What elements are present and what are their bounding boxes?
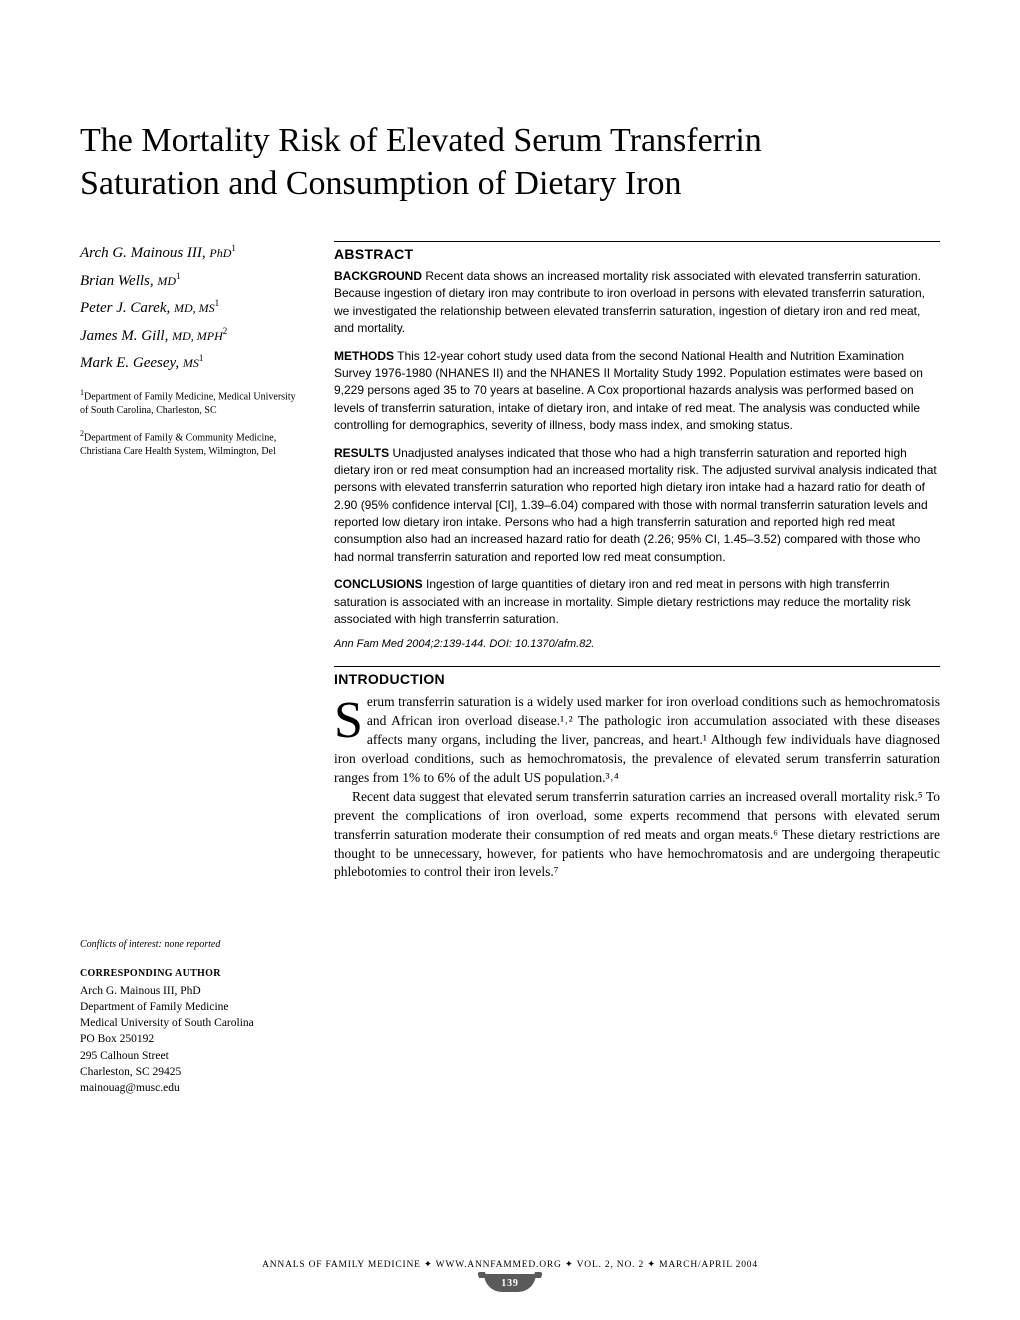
author-cred: MD, MPH [172, 329, 223, 343]
dropcap: S [334, 693, 367, 743]
abstract-para: BACKGROUND Recent data shows an increase… [334, 268, 940, 338]
citation-line: Ann Fam Med 2004;2:139-144. DOI: 10.1370… [334, 638, 940, 650]
abstract-label: BACKGROUND [334, 269, 422, 283]
affil-text: Department of Family Medicine, Medical U… [80, 391, 296, 416]
affil-text: Department of Family & Community Medicin… [80, 432, 276, 457]
author-aff: 1 [176, 271, 181, 281]
abstract-head: ABSTRACT [334, 241, 940, 262]
left-column: Arch G. Mainous III, PhD1 Brian Wells, M… [80, 241, 304, 1096]
footer-text: ANNALS OF FAMILY MEDICINE ✦ WWW.ANNFAMME… [0, 1259, 1020, 1270]
author-name: Arch G. Mainous III, [80, 245, 206, 261]
introduction-head: INTRODUCTION [334, 666, 940, 687]
abstract-text: Recent data shows an increased mortality… [334, 269, 925, 335]
author-aff: 2 [223, 326, 228, 336]
abstract-para: METHODS This 12-year cohort study used d… [334, 348, 940, 435]
abstract-para: CONCLUSIONS Ingestion of large quantitie… [334, 576, 940, 628]
right-column: ABSTRACT BACKGROUND Recent data shows an… [334, 241, 940, 1096]
author: Arch G. Mainous III, PhD1 [80, 241, 304, 267]
affiliation: 2Department of Family & Community Medici… [80, 428, 304, 459]
author-aff: 1 [199, 353, 204, 363]
corresponding-author-head: CORRESPONDING AUTHOR [80, 968, 304, 979]
two-column-layout: Arch G. Mainous III, PhD1 Brian Wells, M… [80, 241, 940, 1096]
author-name: Peter J. Carek, [80, 300, 170, 316]
author-name: Brian Wells, [80, 273, 154, 289]
intro-text: erum transferrin saturation is a widely … [334, 694, 940, 785]
page-number-badge: 139 [484, 1274, 536, 1292]
abstract-label: RESULTS [334, 446, 389, 460]
author-cred: MD, MS [174, 301, 215, 315]
article-title: The Mortality Risk of Elevated Serum Tra… [80, 120, 840, 205]
author-name: Mark E. Geesey, [80, 355, 179, 371]
intro-para-2: Recent data suggest that elevated serum … [334, 788, 940, 882]
affiliation: 1Department of Family Medicine, Medical … [80, 387, 304, 418]
author: Brian Wells, MD1 [80, 269, 304, 295]
page-footer: ANNALS OF FAMILY MEDICINE ✦ WWW.ANNFAMME… [0, 1259, 1020, 1292]
author: Peter J. Carek, MD, MS1 [80, 296, 304, 322]
abstract-text: This 12-year cohort study used data from… [334, 349, 923, 433]
abstract-text: Unadjusted analyses indicated that those… [334, 446, 937, 564]
corresponding-author-body: Arch G. Mainous III, PhDDepartment of Fa… [80, 983, 304, 1096]
author-cred: PhD [209, 246, 231, 260]
conflict-statement: Conflicts of interest: none reported [80, 939, 304, 950]
author-name: James M. Gill, [80, 328, 168, 344]
abstract-label: CONCLUSIONS [334, 577, 423, 591]
author-aff: 1 [215, 298, 220, 308]
abstract-label: METHODS [334, 349, 394, 363]
author-cred: MD [157, 274, 176, 288]
author: Mark E. Geesey, MS1 [80, 351, 304, 377]
intro-para-1: Serum transferrin saturation is a widely… [334, 693, 940, 787]
author-aff: 1 [231, 243, 236, 253]
abstract-para: RESULTS Unadjusted analyses indicated th… [334, 445, 940, 567]
author: James M. Gill, MD, MPH2 [80, 324, 304, 350]
author-cred: MS [183, 356, 199, 370]
